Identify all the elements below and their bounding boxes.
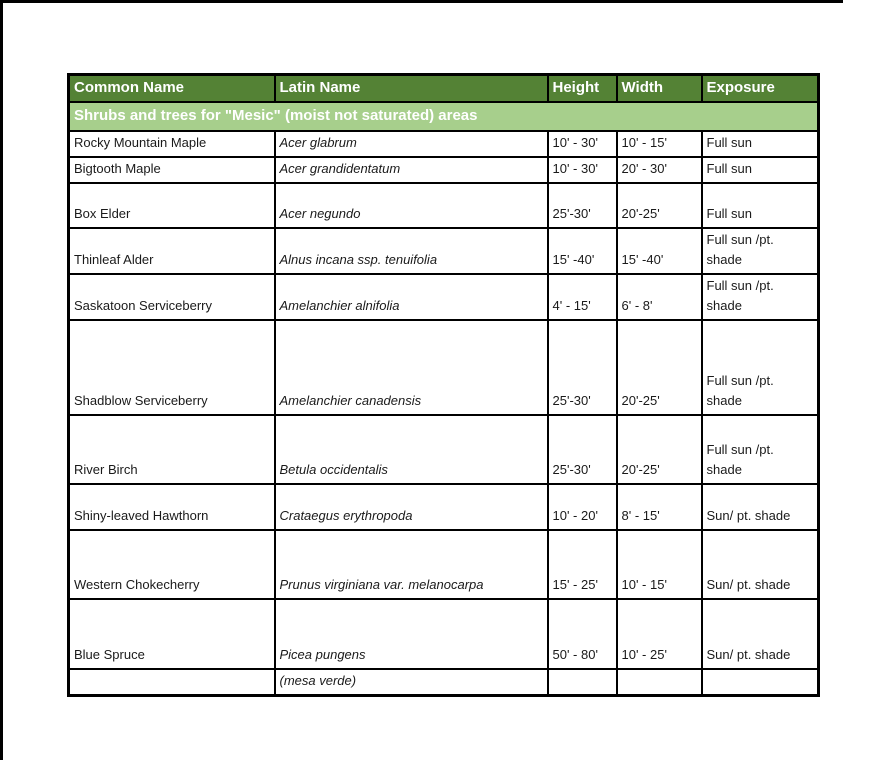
cell-height: 10' - 30' <box>546 155 618 184</box>
cell-exposure: Sun/ pt. shade <box>700 483 820 532</box>
cell-height: 50' - 80' <box>546 598 618 671</box>
table-row: (mesa verde) <box>67 668 820 697</box>
cell-common-name <box>67 668 276 697</box>
cell-height: 25'-30' <box>546 181 618 229</box>
cell-common-name: River Birch <box>67 414 276 486</box>
table-row: Blue Spruce Picea pungens 50' - 80' 10' … <box>67 598 820 671</box>
table-row: Shiny-leaved Hawthorn Crataegus erythrop… <box>67 483 820 532</box>
cell-common-name: Saskatoon Serviceberry <box>67 273 276 322</box>
cell-height: 25'-30' <box>546 319 618 417</box>
cell-latin-name: Acer grandidentatum <box>273 155 549 184</box>
page-frame-top-edge <box>0 0 843 3</box>
table-row: Shadblow Serviceberry Amelanchier canade… <box>67 319 820 417</box>
cell-exposure: Sun/ pt. shade <box>700 529 820 601</box>
cell-width: 20'-25' <box>615 319 703 417</box>
cell-latin-name: Alnus incana ssp. tenuifolia <box>273 226 549 276</box>
column-header-common-name: Common Name <box>67 73 276 103</box>
cell-common-name: Western Chokecherry <box>67 529 276 601</box>
cell-width: 8' - 15' <box>615 483 703 532</box>
cell-common-name: Bigtooth Maple <box>67 155 276 184</box>
cell-latin-name: Amelanchier alnifolia <box>273 273 549 322</box>
cell-width: 15' -40' <box>615 226 703 276</box>
cell-height: 10' - 20' <box>546 483 618 532</box>
cell-exposure: Full sun <box>700 129 820 158</box>
cell-latin-name: Acer glabrum <box>273 129 549 158</box>
cell-exposure: Sun/ pt. shade <box>700 598 820 671</box>
cell-height: 4' - 15' <box>546 273 618 322</box>
table-row: Box Elder Acer negundo 25'-30' 20'-25' F… <box>67 181 820 229</box>
section-banner-row: Shrubs and trees for "Mesic" (moist not … <box>67 100 820 132</box>
column-header-exposure: Exposure <box>700 73 820 103</box>
table-row: Western Chokecherry Prunus virginiana va… <box>67 529 820 601</box>
cell-exposure: Full sun /pt. shade <box>700 226 820 276</box>
cell-exposure: Full sun /pt. shade <box>700 414 820 486</box>
cell-width: 6' - 8' <box>615 273 703 322</box>
column-header-height: Height <box>546 73 618 103</box>
table-row: Thinleaf Alder Alnus incana ssp. tenuifo… <box>67 226 820 276</box>
section-title: Shrubs and trees for "Mesic" (moist not … <box>67 100 820 132</box>
cell-common-name: Box Elder <box>67 181 276 229</box>
table-row: River Birch Betula occidentalis 25'-30' … <box>67 414 820 486</box>
cell-exposure: Full sun <box>700 155 820 184</box>
cell-common-name: Shiny-leaved Hawthorn <box>67 483 276 532</box>
cell-height: 15' -40' <box>546 226 618 276</box>
cell-height <box>546 668 618 697</box>
cell-width: 20'-25' <box>615 414 703 486</box>
plants-table: Common Name Latin Name Height Width Expo… <box>67 73 820 698</box>
cell-height: 15' - 25' <box>546 529 618 601</box>
cell-width: 10' - 15' <box>615 129 703 158</box>
cell-exposure <box>700 668 820 697</box>
cell-common-name: Thinleaf Alder <box>67 226 276 276</box>
cell-latin-name: (mesa verde) <box>273 668 549 697</box>
cell-exposure: Full sun /pt. shade <box>700 273 820 322</box>
cell-width: 20' - 30' <box>615 155 703 184</box>
cell-common-name: Rocky Mountain Maple <box>67 129 276 158</box>
cell-width <box>615 668 703 697</box>
column-header-latin-name: Latin Name <box>273 73 549 103</box>
column-header-width: Width <box>615 73 703 103</box>
cell-exposure: Full sun <box>700 181 820 229</box>
cell-height: 25'-30' <box>546 414 618 486</box>
cell-latin-name: Prunus virginiana var. melanocarpa <box>273 529 549 601</box>
cell-height: 10' - 30' <box>546 129 618 158</box>
cell-latin-name: Crataegus erythropoda <box>273 483 549 532</box>
cell-latin-name: Acer negundo <box>273 181 549 229</box>
cell-width: 20'-25' <box>615 181 703 229</box>
cell-common-name: Shadblow Serviceberry <box>67 319 276 417</box>
table-row: Rocky Mountain Maple Acer glabrum 10' - … <box>67 129 820 158</box>
table-header-row: Common Name Latin Name Height Width Expo… <box>67 73 820 103</box>
cell-latin-name: Picea pungens <box>273 598 549 671</box>
cell-common-name: Blue Spruce <box>67 598 276 671</box>
cell-width: 10' - 15' <box>615 529 703 601</box>
cell-latin-name: Betula occidentalis <box>273 414 549 486</box>
table-row: Saskatoon Serviceberry Amelanchier alnif… <box>67 273 820 322</box>
page-frame-left-edge <box>0 0 3 760</box>
cell-exposure: Full sun /pt. shade <box>700 319 820 417</box>
cell-width: 10' - 25' <box>615 598 703 671</box>
cell-latin-name: Amelanchier canadensis <box>273 319 549 417</box>
table-row: Bigtooth Maple Acer grandidentatum 10' -… <box>67 155 820 184</box>
